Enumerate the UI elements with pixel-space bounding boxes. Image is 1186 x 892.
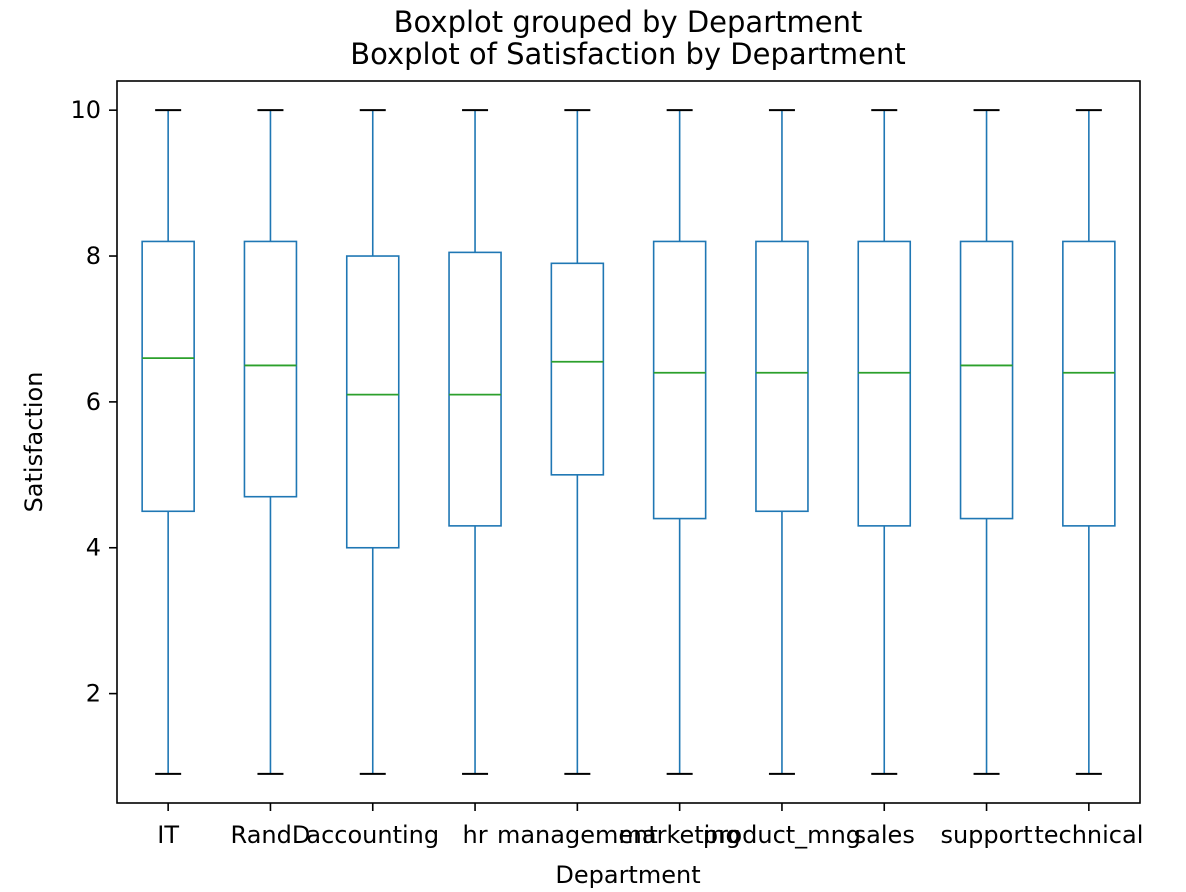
y-axis-label: Satisfaction [20, 372, 48, 513]
x-tick-label: IT [157, 821, 179, 849]
x-tick-label: sales [854, 821, 915, 849]
box-RandD [243, 240, 298, 498]
y-tick-label: 8 [86, 242, 101, 270]
x-tick-label: product_mng [703, 821, 861, 849]
box-hr [448, 251, 502, 527]
x-tick-label: management [497, 821, 658, 849]
x-axis-label: Department [555, 861, 700, 889]
y-tick-label: 2 [86, 680, 101, 708]
plot-frame [116, 80, 1141, 804]
plot-area [141, 109, 1116, 775]
box-support [959, 240, 1014, 520]
box-sales [857, 240, 912, 527]
box-product_mng [755, 240, 809, 513]
y-tick-label: 10 [70, 96, 101, 124]
box-marketing [652, 240, 707, 520]
chart-title: Boxplot grouped by Department [394, 5, 863, 39]
box-IT [141, 240, 195, 513]
x-tick-label: marketing [619, 821, 741, 849]
box-management [550, 262, 605, 476]
x-tick-label: hr [463, 821, 488, 849]
box-technical [1062, 240, 1116, 527]
y-tick-label: 4 [86, 534, 101, 562]
y-tick-label: 6 [86, 388, 101, 416]
x-tick-label: support [940, 821, 1032, 849]
box-accounting [345, 255, 400, 549]
x-tick-label: accounting [306, 821, 439, 849]
x-tick-label: technical [1034, 821, 1143, 849]
x-tick-label: RandD [231, 821, 311, 849]
chart-subtitle: Boxplot of Satisfaction by Department [350, 37, 906, 71]
